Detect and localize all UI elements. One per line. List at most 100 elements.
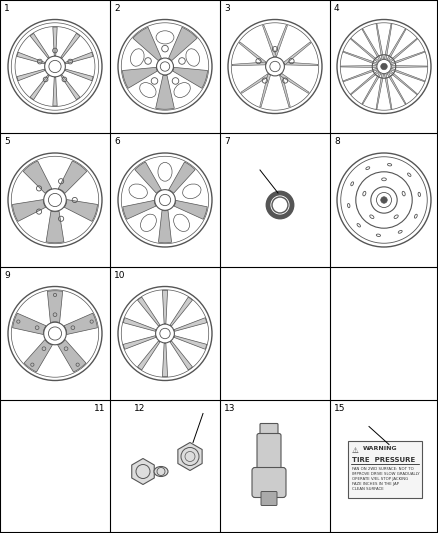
Polygon shape: [138, 341, 160, 370]
Polygon shape: [170, 341, 192, 370]
Polygon shape: [58, 161, 87, 193]
Ellipse shape: [394, 215, 398, 219]
Text: 12: 12: [134, 404, 145, 413]
Ellipse shape: [141, 214, 156, 231]
Polygon shape: [283, 42, 311, 64]
Ellipse shape: [174, 83, 191, 98]
Ellipse shape: [158, 163, 172, 181]
Ellipse shape: [407, 173, 411, 176]
Polygon shape: [174, 336, 207, 349]
Polygon shape: [155, 75, 174, 109]
Polygon shape: [362, 29, 381, 60]
Polygon shape: [284, 62, 318, 66]
Polygon shape: [362, 72, 381, 104]
Ellipse shape: [173, 214, 190, 231]
Polygon shape: [260, 74, 271, 107]
Polygon shape: [162, 290, 168, 324]
Text: ⚠: ⚠: [352, 446, 359, 455]
Polygon shape: [174, 318, 207, 332]
Text: 4: 4: [334, 4, 339, 13]
Ellipse shape: [366, 167, 370, 169]
Ellipse shape: [363, 191, 366, 196]
Text: TIRE  PRESSURE: TIRE PRESSURE: [352, 457, 415, 464]
Polygon shape: [61, 75, 80, 100]
Polygon shape: [343, 51, 377, 65]
Ellipse shape: [347, 204, 350, 208]
Polygon shape: [13, 313, 46, 335]
Polygon shape: [135, 162, 161, 193]
Polygon shape: [350, 38, 379, 62]
FancyBboxPatch shape: [252, 467, 286, 497]
Polygon shape: [341, 66, 377, 68]
Ellipse shape: [140, 83, 156, 98]
Ellipse shape: [398, 230, 402, 233]
Polygon shape: [123, 336, 156, 349]
Polygon shape: [17, 69, 45, 80]
Polygon shape: [64, 313, 97, 335]
Polygon shape: [53, 77, 57, 106]
Text: 10: 10: [114, 271, 126, 280]
FancyBboxPatch shape: [260, 424, 278, 438]
Text: 6: 6: [114, 137, 120, 146]
FancyBboxPatch shape: [261, 491, 277, 505]
Polygon shape: [392, 66, 427, 68]
Ellipse shape: [388, 164, 392, 166]
Polygon shape: [279, 74, 290, 107]
Polygon shape: [385, 74, 392, 109]
Text: 1: 1: [4, 4, 10, 13]
Polygon shape: [262, 25, 276, 57]
Polygon shape: [389, 70, 417, 95]
Polygon shape: [132, 458, 154, 484]
Text: WARNING: WARNING: [363, 447, 398, 451]
Polygon shape: [65, 52, 93, 64]
Polygon shape: [12, 199, 46, 221]
Ellipse shape: [131, 49, 144, 66]
Polygon shape: [173, 67, 208, 88]
Polygon shape: [17, 52, 45, 64]
Ellipse shape: [156, 31, 174, 44]
Polygon shape: [385, 24, 392, 59]
Text: 15: 15: [334, 404, 346, 413]
Ellipse shape: [370, 215, 374, 219]
Polygon shape: [64, 199, 98, 221]
Ellipse shape: [357, 223, 360, 227]
Ellipse shape: [418, 192, 420, 197]
Ellipse shape: [186, 49, 200, 66]
Ellipse shape: [154, 466, 168, 477]
Polygon shape: [53, 27, 57, 56]
Ellipse shape: [183, 184, 201, 199]
Polygon shape: [376, 74, 384, 109]
Text: 11: 11: [94, 404, 106, 413]
Polygon shape: [239, 42, 266, 64]
Polygon shape: [280, 74, 309, 93]
FancyBboxPatch shape: [348, 440, 422, 497]
Polygon shape: [123, 200, 156, 219]
Text: 3: 3: [224, 4, 230, 13]
Polygon shape: [376, 24, 384, 59]
Text: 5: 5: [4, 137, 10, 146]
Polygon shape: [61, 34, 80, 58]
Ellipse shape: [414, 214, 417, 218]
Polygon shape: [159, 211, 172, 243]
Polygon shape: [23, 161, 52, 193]
Polygon shape: [274, 25, 287, 57]
Polygon shape: [133, 27, 162, 61]
Text: FAN ON 2WD SURFACE: NOT TO
IMPROVE DRIVE SLOW GRADUALLY
OPERATE V/EL STOP JACKIN: FAN ON 2WD SURFACE: NOT TO IMPROVE DRIVE…: [352, 466, 420, 491]
Ellipse shape: [351, 182, 353, 185]
Text: 7: 7: [224, 137, 230, 146]
Text: 13: 13: [224, 404, 236, 413]
Polygon shape: [30, 75, 49, 100]
Polygon shape: [170, 297, 192, 326]
Polygon shape: [47, 290, 63, 322]
Text: 2: 2: [114, 4, 120, 13]
Text: 8: 8: [334, 137, 340, 146]
Polygon shape: [343, 68, 377, 82]
Ellipse shape: [129, 184, 147, 199]
Polygon shape: [162, 343, 168, 377]
Polygon shape: [241, 74, 270, 93]
Circle shape: [381, 197, 387, 203]
Polygon shape: [178, 442, 202, 471]
Polygon shape: [391, 51, 425, 65]
Polygon shape: [387, 29, 406, 60]
Text: 9: 9: [4, 271, 10, 280]
